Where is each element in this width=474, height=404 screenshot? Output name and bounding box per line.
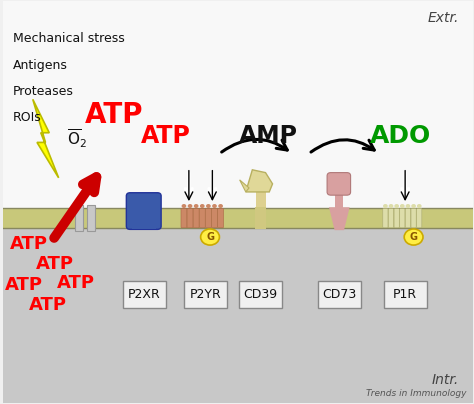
Circle shape xyxy=(212,204,217,208)
Text: P1R: P1R xyxy=(393,288,417,301)
Text: P2XR: P2XR xyxy=(128,288,161,301)
Text: ATP: ATP xyxy=(29,296,67,314)
FancyBboxPatch shape xyxy=(205,208,211,228)
Bar xyxy=(256,192,265,208)
Circle shape xyxy=(218,204,223,208)
Circle shape xyxy=(200,204,205,208)
Polygon shape xyxy=(33,99,59,178)
Circle shape xyxy=(206,204,211,208)
Circle shape xyxy=(201,229,219,245)
Text: ATP: ATP xyxy=(5,276,43,294)
Circle shape xyxy=(182,204,186,208)
Circle shape xyxy=(411,204,416,208)
Text: Proteases: Proteases xyxy=(13,85,73,98)
Text: ATP: ATP xyxy=(84,101,143,129)
Text: Intr.: Intr. xyxy=(432,373,459,387)
FancyBboxPatch shape xyxy=(218,208,224,228)
FancyBboxPatch shape xyxy=(411,208,416,228)
FancyBboxPatch shape xyxy=(123,281,165,308)
FancyBboxPatch shape xyxy=(193,208,199,228)
FancyBboxPatch shape xyxy=(239,281,282,308)
Circle shape xyxy=(389,204,393,208)
FancyBboxPatch shape xyxy=(318,281,361,308)
Bar xyxy=(3,228,474,403)
Text: ROIs: ROIs xyxy=(13,111,41,124)
FancyBboxPatch shape xyxy=(184,281,227,308)
Circle shape xyxy=(406,204,410,208)
Bar xyxy=(335,186,343,208)
FancyBboxPatch shape xyxy=(211,208,218,228)
Polygon shape xyxy=(246,170,273,192)
Text: CD73: CD73 xyxy=(322,288,356,301)
FancyBboxPatch shape xyxy=(327,173,351,195)
Circle shape xyxy=(188,204,192,208)
FancyBboxPatch shape xyxy=(200,208,205,228)
Text: ATP: ATP xyxy=(36,255,74,274)
Polygon shape xyxy=(240,180,249,192)
FancyBboxPatch shape xyxy=(417,208,422,228)
Text: AMP: AMP xyxy=(239,124,298,147)
Text: $\overline{\rm O}_2$: $\overline{\rm O}_2$ xyxy=(67,128,86,150)
Circle shape xyxy=(400,204,405,208)
Text: G: G xyxy=(206,232,214,242)
Bar xyxy=(131,223,156,229)
FancyBboxPatch shape xyxy=(127,193,161,229)
Text: ATP: ATP xyxy=(10,235,48,253)
FancyBboxPatch shape xyxy=(405,208,410,228)
Bar xyxy=(75,205,83,231)
Polygon shape xyxy=(329,207,350,230)
FancyBboxPatch shape xyxy=(400,208,405,228)
FancyBboxPatch shape xyxy=(181,208,187,228)
FancyBboxPatch shape xyxy=(384,281,427,308)
FancyBboxPatch shape xyxy=(187,208,193,228)
Text: ATP: ATP xyxy=(57,274,95,292)
Circle shape xyxy=(383,204,388,208)
Text: Antigens: Antigens xyxy=(13,59,67,72)
Bar xyxy=(3,1,474,208)
FancyBboxPatch shape xyxy=(383,208,388,228)
Text: Mechanical stress: Mechanical stress xyxy=(13,32,124,45)
Circle shape xyxy=(394,204,399,208)
Text: ADO: ADO xyxy=(370,124,431,147)
Text: Trends in Immunology: Trends in Immunology xyxy=(366,389,466,398)
Bar xyxy=(255,207,265,229)
Text: G: G xyxy=(410,232,418,242)
FancyBboxPatch shape xyxy=(394,208,399,228)
Circle shape xyxy=(417,204,421,208)
Circle shape xyxy=(404,229,423,245)
FancyBboxPatch shape xyxy=(389,208,393,228)
Bar xyxy=(87,205,95,231)
Text: CD39: CD39 xyxy=(244,288,278,301)
Circle shape xyxy=(194,204,199,208)
Text: P2YR: P2YR xyxy=(190,288,221,301)
Text: ATP: ATP xyxy=(140,124,190,147)
Text: Extr.: Extr. xyxy=(428,11,459,25)
Bar xyxy=(3,208,474,228)
